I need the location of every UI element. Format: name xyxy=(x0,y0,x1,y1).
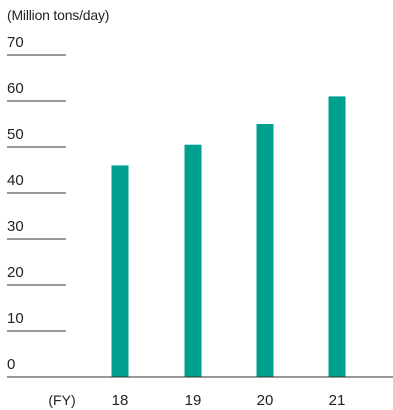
y-tick-label-10: 10 xyxy=(7,310,24,327)
y-tick-label-30: 30 xyxy=(7,218,24,235)
y-tick-label-40: 40 xyxy=(7,172,24,189)
x-tick-label-20: 20 xyxy=(257,392,274,409)
x-axis-fy-label: (FY) xyxy=(48,392,75,408)
y-tick-label-0: 0 xyxy=(7,356,15,373)
y-tick-label-50: 50 xyxy=(7,126,24,143)
bar-21 xyxy=(328,96,346,378)
x-tick-label-19: 19 xyxy=(185,392,202,409)
y-tick-label-70: 70 xyxy=(7,34,24,51)
y-tick-label-60: 60 xyxy=(7,80,24,97)
bar-19 xyxy=(184,144,202,377)
x-tick-label-18: 18 xyxy=(112,392,129,409)
x-tick-label-21: 21 xyxy=(329,392,346,409)
y-axis-unit-label: (Million tons/day) xyxy=(7,7,110,23)
y-tick-label-20: 20 xyxy=(7,264,24,281)
bar-18 xyxy=(111,165,129,377)
bar-20 xyxy=(256,124,274,377)
